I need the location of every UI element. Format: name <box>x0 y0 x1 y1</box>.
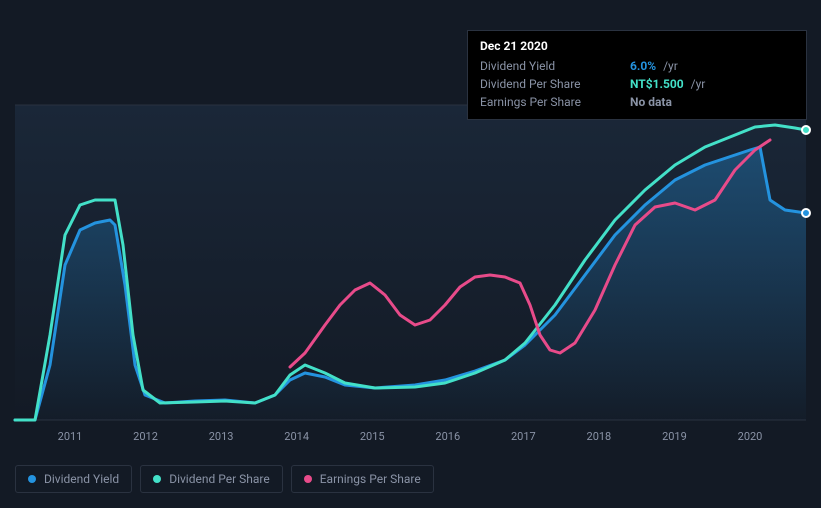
x-axis: 2011 2012 2013 2014 2015 2016 2017 2018 2019 2020 <box>15 430 806 450</box>
legend-dot <box>28 475 36 483</box>
tooltip-date: Dec 21 2020 <box>480 39 794 53</box>
tooltip-row: Dividend Per ShareNT$1.500 /yr <box>480 75 794 93</box>
legend-item[interactable]: Dividend Yield <box>15 465 132 493</box>
x-tick: 2017 <box>511 430 536 443</box>
legend-dot <box>304 475 312 483</box>
tooltip-value: 6.0% /yr <box>630 59 678 73</box>
tooltip-label: Dividend Per Share <box>480 77 630 91</box>
series-marker <box>801 125 811 135</box>
x-tick: 2016 <box>435 430 460 443</box>
x-tick: 2012 <box>133 430 158 443</box>
legend-label: Earnings Per Share <box>320 472 421 486</box>
series-marker <box>801 208 811 218</box>
tooltip-row: Earnings Per ShareNo data <box>480 93 794 111</box>
legend-label: Dividend Per Share <box>169 472 270 486</box>
x-tick: 2014 <box>284 430 309 443</box>
tooltip-value: No data <box>630 95 672 109</box>
x-tick: 2011 <box>58 430 83 443</box>
legend-item[interactable]: Dividend Per Share <box>140 465 283 493</box>
tooltip-label: Earnings Per Share <box>480 95 630 109</box>
tooltip-label: Dividend Yield <box>480 59 630 73</box>
tooltip-row: Dividend Yield6.0% /yr <box>480 57 794 75</box>
chart-legend: Dividend Yield Dividend Per Share Earnings… <box>15 465 434 493</box>
x-tick: 2020 <box>738 430 763 443</box>
tooltip-value: NT$1.500 /yr <box>630 77 705 91</box>
line-chart[interactable] <box>15 105 806 445</box>
x-tick: 2019 <box>662 430 687 443</box>
legend-item[interactable]: Earnings Per Share <box>291 465 434 493</box>
legend-label: Dividend Yield <box>44 472 119 486</box>
x-tick: 2015 <box>360 430 385 443</box>
x-tick: 2013 <box>209 430 234 443</box>
legend-dot <box>153 475 161 483</box>
x-tick: 2018 <box>587 430 612 443</box>
chart-tooltip: Dec 21 2020 Dividend Yield6.0% /yrDivide… <box>467 30 807 120</box>
